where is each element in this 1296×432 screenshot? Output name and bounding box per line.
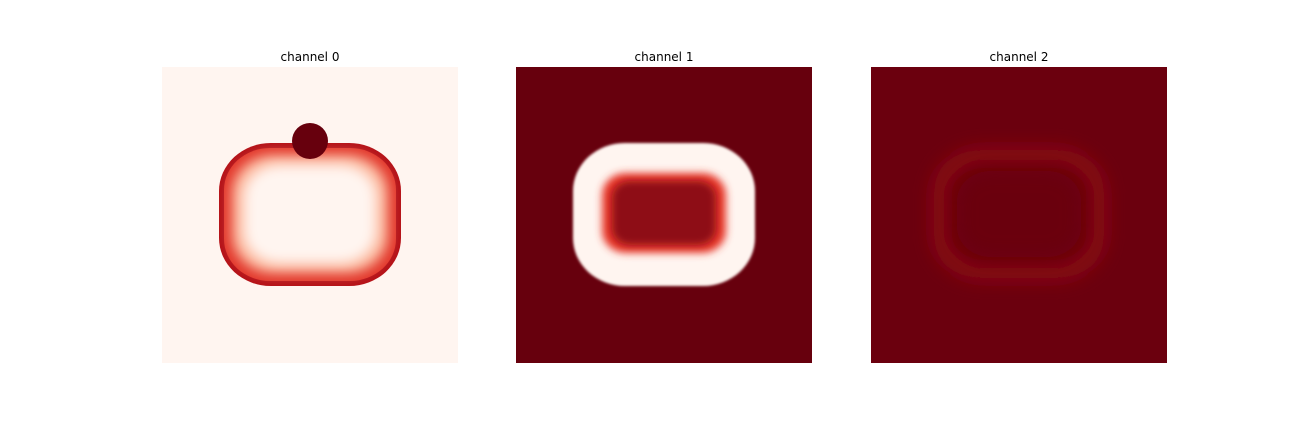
panel-title: channel 2 [871,48,1167,66]
heatmap-panel-channel-1: channel 1 [516,48,812,66]
heatmap-svg [162,67,458,363]
heatmap-blob [292,123,328,159]
heatmap-svg [516,67,812,363]
heatmap-inner-core [244,165,376,263]
heatmap-svg [871,67,1167,363]
heatmap-inner-region [612,181,716,245]
heatmap-inner-region [957,171,1081,257]
panel-title: channel 0 [162,48,458,66]
heatmap-panel-channel-0: channel 0 [162,48,458,66]
heatmap-image [871,67,1167,363]
heatmap-panel-channel-2: channel 2 [871,48,1167,66]
heatmap-image [162,67,458,363]
heatmap-image [516,67,812,363]
panel-title: channel 1 [516,48,812,66]
